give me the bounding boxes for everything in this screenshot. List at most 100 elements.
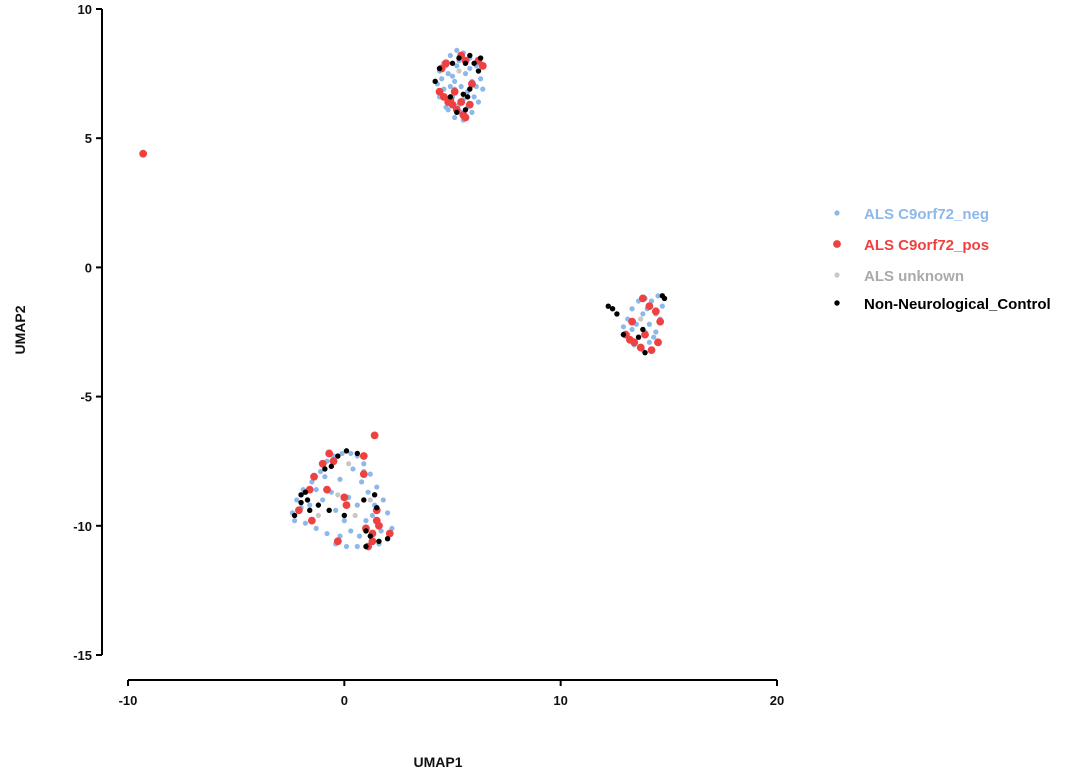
data-point [335, 453, 341, 459]
data-point [329, 457, 338, 466]
legend-marker [834, 210, 840, 216]
data-point [371, 492, 378, 498]
data-point [638, 294, 647, 303]
x-tick-label: -10 [119, 693, 138, 708]
data-point [620, 331, 627, 338]
data-point [655, 293, 661, 299]
data-point [461, 113, 470, 122]
data-point [452, 78, 458, 84]
data-point [646, 321, 652, 327]
data-point [298, 499, 304, 506]
data-point [370, 431, 379, 440]
data-point [445, 71, 451, 77]
data-point [458, 83, 464, 90]
data-point [368, 537, 377, 546]
data-point [456, 55, 462, 61]
data-point [436, 65, 443, 72]
data-point [385, 510, 391, 516]
data-point [462, 107, 469, 113]
data-point [307, 502, 313, 508]
data-point [298, 492, 304, 498]
data-point [645, 302, 654, 311]
data-point [363, 518, 369, 524]
data-point [651, 307, 660, 316]
legend-item: ALS unknown [834, 268, 964, 285]
data-point [646, 339, 652, 345]
data-point [348, 528, 354, 534]
data-point [462, 60, 469, 66]
data-point [480, 86, 486, 92]
data-point [354, 502, 360, 508]
data-point [376, 538, 382, 545]
data-point [310, 472, 318, 481]
legend-marker [833, 240, 841, 248]
data-point [307, 507, 313, 513]
data-point [348, 450, 354, 457]
data-point [309, 479, 315, 485]
data-point [442, 59, 450, 68]
x-axis-ticks: -10 0 10 20 [119, 680, 784, 708]
data-point [374, 484, 380, 490]
data-point [642, 349, 648, 356]
x-axis-title: UMAP1 [413, 754, 462, 770]
data-point [462, 71, 469, 77]
data-point [389, 525, 395, 531]
data-point [304, 497, 311, 503]
data-point [636, 343, 645, 352]
data-point [359, 452, 368, 460]
legend-marker [834, 272, 840, 278]
data-point [291, 518, 298, 524]
series-3 [291, 52, 668, 550]
data-point [478, 76, 484, 82]
data-point [333, 537, 342, 546]
x-tick-label: 10 [553, 693, 567, 708]
data-point [465, 100, 474, 109]
data-point [323, 485, 331, 494]
data-point [640, 326, 646, 333]
data-point [471, 94, 477, 100]
y-axis-title: UMAP2 [12, 305, 28, 354]
data-point [375, 521, 383, 530]
data-point [352, 512, 358, 519]
data-point [315, 512, 321, 519]
data-point [447, 83, 453, 90]
data-point [629, 306, 635, 312]
data-point [380, 497, 386, 503]
data-point [337, 533, 343, 539]
data-point [326, 507, 332, 513]
y-tick-label: 0 [85, 260, 92, 275]
data-point [457, 98, 466, 106]
data-point [313, 525, 319, 531]
y-tick-label: 10 [78, 2, 92, 17]
data-point [302, 489, 309, 495]
data-point [369, 512, 376, 519]
data-point [450, 87, 459, 96]
data-point [341, 518, 347, 524]
scatter-points [139, 47, 668, 551]
data-point [435, 87, 444, 96]
data-point [448, 100, 457, 109]
data-point [638, 316, 644, 322]
data-point [343, 543, 350, 550]
data-point [363, 543, 369, 550]
data-point [641, 330, 649, 339]
data-point [439, 76, 445, 82]
data-point [467, 65, 473, 72]
data-point [467, 86, 473, 92]
data-point [328, 463, 335, 470]
data-point [295, 506, 303, 515]
data-point [365, 489, 371, 495]
legend-marker [834, 300, 840, 306]
data-point [359, 470, 368, 479]
data-point [324, 530, 330, 537]
data-point [341, 512, 348, 519]
data-point [629, 326, 635, 333]
data-point [432, 78, 438, 85]
data-point [447, 94, 454, 100]
data-point [318, 459, 327, 468]
data-point [291, 512, 298, 519]
data-point [294, 497, 300, 503]
data-point [454, 63, 460, 69]
data-point [651, 334, 657, 340]
